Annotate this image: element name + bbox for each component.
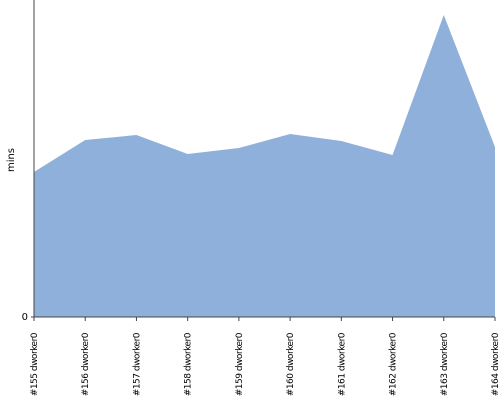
x-tick-label: #157 dworker0	[132, 332, 142, 396]
x-tick-label: #156 dworker0	[81, 332, 91, 396]
x-tick-label: #162 dworker0	[389, 332, 399, 396]
x-tick-label: #155 dworker0	[30, 332, 40, 396]
x-tick-label: #163 dworker0	[440, 332, 450, 396]
x-tick-label: #164 dworker0	[491, 332, 500, 396]
y-tick-label: 0	[22, 312, 28, 323]
x-tick-label: #160 dworker0	[286, 332, 296, 396]
y-axis-label: mins	[6, 148, 17, 172]
area	[34, 15, 495, 317]
x-tick-label: #161 dworker0	[337, 332, 347, 396]
x-tick-label: #159 dworker0	[235, 332, 245, 396]
x-tick-label: #158 dworker0	[184, 332, 194, 396]
